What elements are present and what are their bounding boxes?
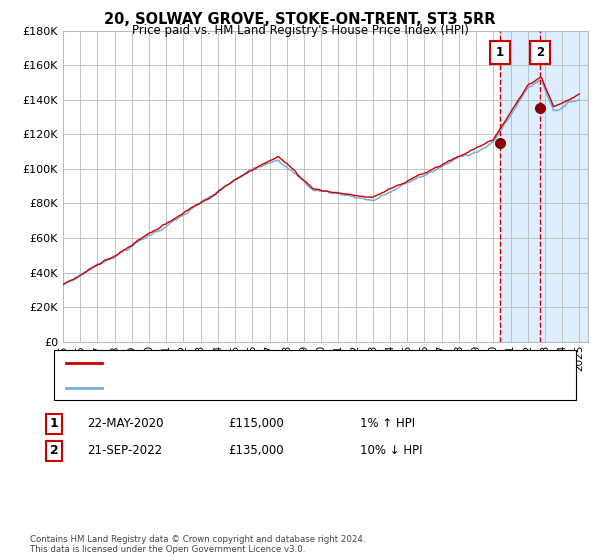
Text: 20, SOLWAY GROVE, STOKE-ON-TRENT, ST3 5RR: 20, SOLWAY GROVE, STOKE-ON-TRENT, ST3 5R…: [104, 12, 496, 27]
FancyBboxPatch shape: [490, 41, 510, 64]
Text: 1: 1: [50, 417, 58, 431]
Text: 1% ↑ HPI: 1% ↑ HPI: [360, 417, 415, 431]
FancyBboxPatch shape: [530, 41, 550, 64]
Text: 2: 2: [50, 444, 58, 458]
Text: HPI: Average price, semi-detached house, Stoke-on-Trent: HPI: Average price, semi-detached house,…: [108, 382, 419, 393]
Text: 22-MAY-2020: 22-MAY-2020: [87, 417, 163, 431]
Text: Price paid vs. HM Land Registry's House Price Index (HPI): Price paid vs. HM Land Registry's House …: [131, 24, 469, 36]
Text: 2: 2: [536, 46, 544, 59]
Text: £135,000: £135,000: [228, 444, 284, 458]
Text: 1: 1: [496, 46, 504, 59]
Text: 20, SOLWAY GROVE, STOKE-ON-TRENT, ST3 5RR (semi-detached house): 20, SOLWAY GROVE, STOKE-ON-TRENT, ST3 5R…: [108, 358, 500, 368]
Bar: [500, 31, 588, 342]
Text: Contains HM Land Registry data © Crown copyright and database right 2024.
This d: Contains HM Land Registry data © Crown c…: [30, 535, 365, 554]
Text: 21-SEP-2022: 21-SEP-2022: [87, 444, 162, 458]
Text: £115,000: £115,000: [228, 417, 284, 431]
Text: 10% ↓ HPI: 10% ↓ HPI: [360, 444, 422, 458]
